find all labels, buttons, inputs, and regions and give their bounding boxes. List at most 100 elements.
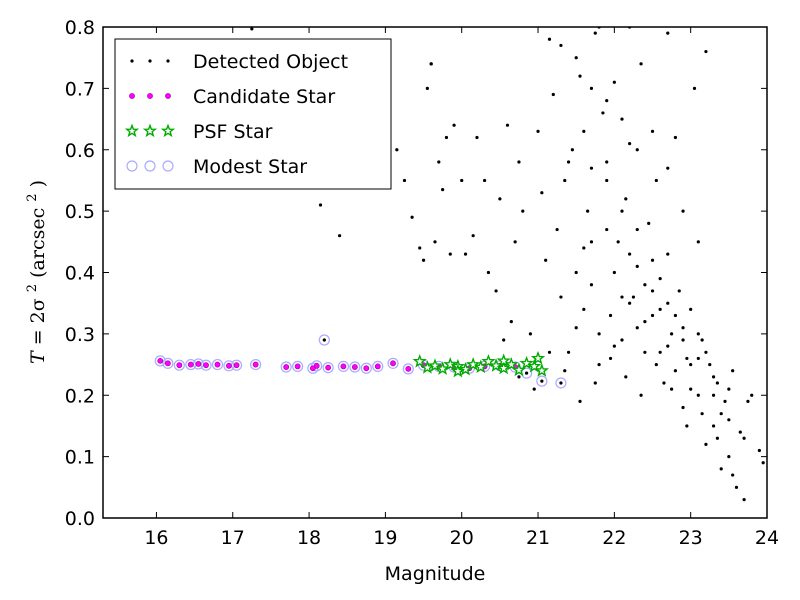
data-point [176,362,183,369]
data-point [475,135,479,140]
y-tick-label: 0.5 [65,201,95,223]
x-axis-label: Magnitude [385,563,486,585]
data-point [444,135,449,140]
data-point [578,399,582,403]
data-points [154,27,765,502]
y-tick-label: 0.2 [65,385,95,407]
data-point [696,332,700,336]
data-point [427,358,443,372]
data-point [689,362,693,367]
data-point [643,320,647,324]
y-tick-label: 0.1 [65,447,95,469]
data-point [536,129,540,133]
data-point [643,350,647,354]
data-point [711,375,716,379]
data-point [727,455,731,459]
data-point [517,375,521,379]
data-point [524,371,529,375]
data-point [669,387,674,391]
data-point [517,160,521,164]
data-point [673,369,678,373]
data-point [555,377,567,389]
data-point [700,338,704,342]
y-tick-label: 0.4 [65,263,95,285]
data-point [715,436,719,440]
data-point [589,166,594,170]
data-point [608,313,613,318]
data-point [502,338,506,342]
x-tick-label: 19 [373,527,397,549]
series-candidate-star [157,357,519,372]
data-point [586,209,590,213]
data-point [540,191,544,195]
legend-marker [130,59,134,63]
data-point [650,313,655,318]
data-point [589,283,594,287]
data-point [532,387,536,391]
legend-marker [148,59,152,63]
data-point [666,301,670,305]
data-point [458,361,473,376]
data-point [635,148,639,152]
data-point [363,365,370,372]
data-point [292,360,304,373]
x-tick-label: 21 [526,527,550,549]
legend-label-modest-star: Modest Star [193,156,307,178]
data-point [650,129,655,133]
legend-marker [144,160,156,172]
x-tick-label: 23 [679,527,703,549]
data-point [252,361,259,368]
data-point [650,289,655,293]
data-point [551,92,555,97]
data-point [677,289,681,293]
legend-marker-candidate-star [129,93,171,99]
data-point [658,277,662,281]
data-point [481,353,496,368]
data-point [433,240,437,244]
axis-ticks: 16 17 18 19 20 21 22 23 24 0.0 0.1 0.2 0.3 0.4 0.5 0.6 0… [65,17,779,549]
data-point [559,295,563,299]
data-point [639,393,643,397]
legend-marker [124,123,140,138]
data-point [488,358,504,372]
y-tick-label: 0.6 [65,140,95,162]
data-point [704,442,708,446]
data-point [704,49,708,54]
data-point [463,252,468,256]
data-point [214,361,221,368]
data-point [620,295,624,299]
data-point [681,209,685,213]
data-point [387,357,399,369]
data-point [708,362,712,367]
legend-label-psf-star: PSF Star [193,121,273,143]
data-point [681,338,685,342]
data-point [616,240,620,244]
data-point [669,332,674,336]
data-point [200,359,212,371]
data-point [608,356,613,361]
data-point [528,332,533,336]
y-axis-label-unit: (arcsec [27,208,49,278]
data-point [374,363,381,370]
data-point [685,356,689,361]
data-point [395,148,399,152]
data-point [547,350,552,354]
data-point [628,252,632,256]
legend-marker-modest-star [126,160,174,172]
data-point [719,412,723,416]
legend-marker [129,93,135,99]
x-tick-label: 24 [755,527,779,549]
data-point [412,353,427,368]
data-point [723,399,727,403]
y-axis-label-symbol: T [27,350,49,364]
data-point [761,461,765,465]
data-point [521,209,525,213]
data-point [421,258,426,262]
svg-text:T = 2σ 2 (: T = 2σ 2 (arcsec 2 ) [19,180,49,364]
data-point [559,43,563,48]
data-point [164,360,171,367]
data-point [734,485,739,489]
legend-marker [162,160,174,172]
data-point [654,362,658,367]
data-point [318,203,323,207]
